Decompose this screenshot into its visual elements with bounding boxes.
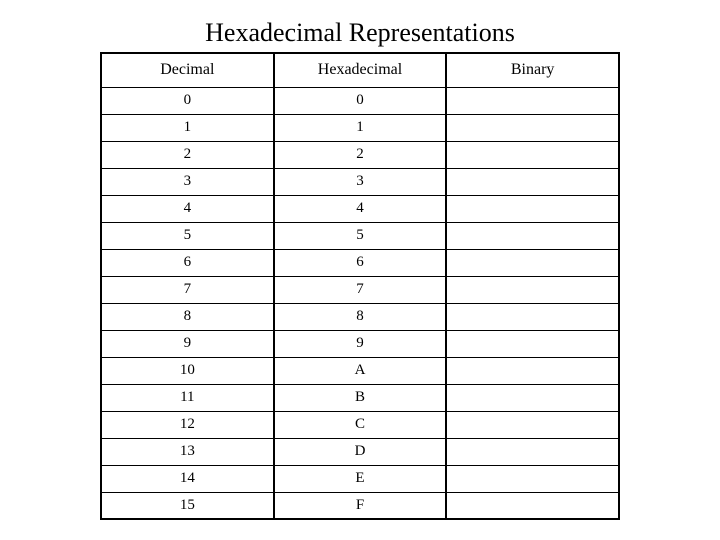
cell-hex: 8 (274, 303, 447, 330)
cell-hex: F (274, 492, 447, 519)
cell-dec: 1 (101, 114, 274, 141)
cell-hex: 3 (274, 168, 447, 195)
cell-dec: 13 (101, 438, 274, 465)
cell-hex: 0 (274, 87, 447, 114)
table-row: 22 (101, 141, 619, 168)
table-row: 00 (101, 87, 619, 114)
cell-dec: 10 (101, 357, 274, 384)
table-row: 12C (101, 411, 619, 438)
table-row: 33 (101, 168, 619, 195)
table-row: 15F (101, 492, 619, 519)
cell-dec: 12 (101, 411, 274, 438)
hex-table: Decimal Hexadecimal Binary 00 11 22 33 4… (100, 52, 620, 520)
col-header-decimal: Decimal (101, 53, 274, 87)
table-row: 55 (101, 222, 619, 249)
cell-bin (446, 222, 619, 249)
cell-hex: 6 (274, 249, 447, 276)
header-row: Decimal Hexadecimal Binary (101, 53, 619, 87)
table-row: 11B (101, 384, 619, 411)
cell-bin (446, 141, 619, 168)
cell-dec: 2 (101, 141, 274, 168)
cell-bin (446, 303, 619, 330)
cell-bin (446, 438, 619, 465)
cell-hex: E (274, 465, 447, 492)
cell-bin (446, 384, 619, 411)
cell-bin (446, 330, 619, 357)
cell-dec: 15 (101, 492, 274, 519)
col-header-hexadecimal: Hexadecimal (274, 53, 447, 87)
cell-hex: 9 (274, 330, 447, 357)
cell-dec: 7 (101, 276, 274, 303)
cell-bin (446, 276, 619, 303)
cell-hex: 4 (274, 195, 447, 222)
table-row: 13D (101, 438, 619, 465)
cell-dec: 6 (101, 249, 274, 276)
cell-dec: 3 (101, 168, 274, 195)
cell-hex: A (274, 357, 447, 384)
cell-dec: 11 (101, 384, 274, 411)
cell-bin (446, 114, 619, 141)
cell-dec: 8 (101, 303, 274, 330)
table-row: 66 (101, 249, 619, 276)
cell-bin (446, 411, 619, 438)
table-row: 77 (101, 276, 619, 303)
table-row: 88 (101, 303, 619, 330)
col-header-binary: Binary (446, 53, 619, 87)
cell-bin (446, 87, 619, 114)
cell-hex: B (274, 384, 447, 411)
table-row: 11 (101, 114, 619, 141)
cell-hex: C (274, 411, 447, 438)
cell-dec: 9 (101, 330, 274, 357)
cell-hex: 1 (274, 114, 447, 141)
cell-hex: D (274, 438, 447, 465)
cell-hex: 5 (274, 222, 447, 249)
cell-hex: 2 (274, 141, 447, 168)
cell-bin (446, 195, 619, 222)
table-row: 14E (101, 465, 619, 492)
cell-dec: 0 (101, 87, 274, 114)
page-title: Hexadecimal Representations (0, 18, 720, 48)
table-container: Decimal Hexadecimal Binary 00 11 22 33 4… (100, 52, 620, 520)
table-row: 99 (101, 330, 619, 357)
cell-dec: 5 (101, 222, 274, 249)
table-body: 00 11 22 33 44 55 66 77 88 99 10A 11B 12… (101, 87, 619, 519)
cell-bin (446, 465, 619, 492)
table-row: 44 (101, 195, 619, 222)
cell-bin (446, 357, 619, 384)
cell-bin (446, 492, 619, 519)
cell-hex: 7 (274, 276, 447, 303)
table-row: 10A (101, 357, 619, 384)
cell-dec: 4 (101, 195, 274, 222)
cell-bin (446, 168, 619, 195)
cell-bin (446, 249, 619, 276)
cell-dec: 14 (101, 465, 274, 492)
